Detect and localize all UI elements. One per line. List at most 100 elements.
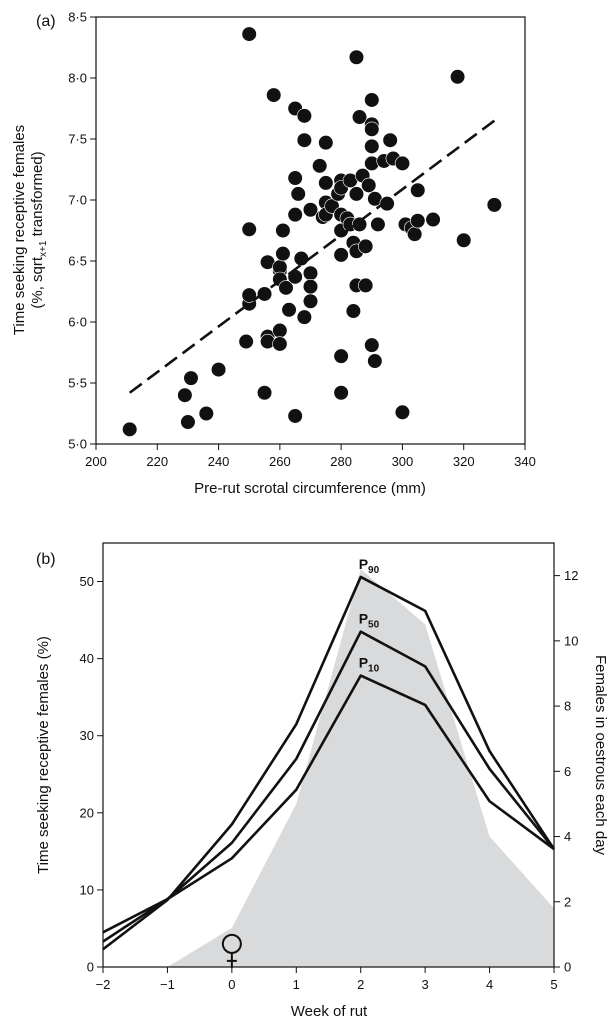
panel-b-y-axis: 0 10 20 30 40 50 bbox=[80, 574, 103, 975]
x-tick-label: 3 bbox=[422, 977, 429, 992]
data-point bbox=[238, 333, 254, 350]
panel-a-y-axis: 5·0 5·5 6·0 6·5 7·0 7·5 8·0 8·5 bbox=[68, 10, 96, 452]
panel-a-x-axis: 200 220 240 260 280 300 320 340 bbox=[85, 444, 536, 469]
y-tick-label: 5·0 bbox=[68, 437, 87, 452]
data-point bbox=[293, 250, 309, 267]
data-point bbox=[210, 361, 227, 378]
data-point bbox=[241, 221, 257, 237]
data-point bbox=[198, 405, 214, 422]
y-tick-label: 30 bbox=[80, 728, 94, 743]
y2-tick-label: 4 bbox=[564, 829, 571, 844]
y-tick-label: 40 bbox=[80, 651, 94, 666]
panel-a-y-label-line2: (%, sqrtx+1 transformed) bbox=[29, 151, 49, 308]
data-point bbox=[278, 280, 294, 296]
data-point bbox=[272, 322, 288, 339]
x-tick-label: 260 bbox=[269, 454, 291, 469]
data-point bbox=[302, 202, 319, 218]
data-point bbox=[351, 216, 368, 232]
x-tick-label: 200 bbox=[85, 454, 107, 469]
panel-a-y-label-line2-end: transformed) bbox=[29, 151, 46, 240]
data-point bbox=[394, 155, 411, 171]
data-point bbox=[287, 207, 303, 223]
data-point bbox=[241, 26, 257, 42]
x-tick-label: 1 bbox=[293, 977, 300, 992]
data-point bbox=[183, 370, 199, 386]
x-tick-label: 300 bbox=[392, 454, 414, 469]
panel-a-points bbox=[122, 26, 502, 437]
series-line-90 bbox=[102, 575, 556, 951]
panel-b-x-label: Week of rut bbox=[291, 1003, 368, 1020]
data-point bbox=[302, 293, 319, 309]
data-point bbox=[296, 132, 312, 148]
series-label-50: P50 bbox=[359, 611, 380, 631]
series-line-50 bbox=[102, 630, 556, 943]
female-symbol bbox=[221, 933, 242, 968]
data-point bbox=[122, 421, 138, 437]
panel-b-y-label: Time seeking receptive females (%) bbox=[35, 636, 52, 874]
trend-line bbox=[128, 119, 496, 394]
panel-b-label: (b) bbox=[36, 551, 56, 568]
data-point bbox=[449, 69, 466, 85]
data-point bbox=[266, 87, 282, 103]
data-point bbox=[256, 286, 273, 302]
data-point bbox=[410, 182, 426, 198]
y-tick-label: 8·0 bbox=[68, 71, 87, 86]
x-tick-label: 280 bbox=[330, 454, 352, 469]
y-tick-label: 5·5 bbox=[68, 376, 87, 391]
y2-tick-label: 8 bbox=[564, 699, 571, 714]
data-point bbox=[333, 348, 349, 364]
y-tick-label: 6·0 bbox=[68, 315, 87, 330]
oestrous-area-fill bbox=[167, 569, 554, 967]
data-point bbox=[382, 132, 398, 148]
y-tick-label: 7·0 bbox=[68, 193, 87, 208]
data-point bbox=[296, 309, 312, 325]
panel-b-y2-label: Females in oestrous each day bbox=[592, 655, 608, 856]
data-point bbox=[407, 226, 423, 242]
data-point bbox=[345, 303, 362, 319]
data-point bbox=[348, 49, 365, 65]
data-point bbox=[379, 196, 395, 212]
x-tick-label: −2 bbox=[96, 977, 111, 992]
panel-b-y2-axis: 0 2 4 6 8 10 12 bbox=[554, 568, 578, 975]
panel-a: (a) 200 220 240 260 280 300 320 340 5·0 5·5 6·0 6·… bbox=[11, 10, 536, 498]
y2-tick-label: 6 bbox=[564, 764, 571, 779]
data-point bbox=[177, 387, 193, 403]
data-point bbox=[394, 404, 411, 420]
data-point bbox=[302, 265, 319, 281]
data-point bbox=[364, 138, 380, 154]
x-tick-label: −1 bbox=[160, 977, 175, 992]
data-point bbox=[333, 385, 349, 401]
series-label-10: P10 bbox=[359, 655, 380, 675]
panel-b-x-axis: −2 −1 0 1 2 3 4 5 bbox=[96, 967, 558, 992]
y2-tick-label: 10 bbox=[564, 633, 578, 648]
data-point bbox=[302, 279, 319, 295]
panel-a-y-label-subscript: x+1 bbox=[38, 240, 49, 257]
series-line-10 bbox=[102, 674, 555, 934]
data-point bbox=[361, 177, 377, 193]
data-point bbox=[287, 170, 303, 186]
data-point bbox=[358, 277, 374, 294]
data-point bbox=[364, 121, 380, 137]
data-point bbox=[275, 246, 291, 262]
y-tick-label: 20 bbox=[80, 805, 94, 820]
oestrous-area bbox=[167, 569, 554, 967]
data-point bbox=[318, 135, 334, 151]
data-point bbox=[370, 216, 386, 232]
x-tick-label: 240 bbox=[208, 454, 230, 469]
x-tick-label: 0 bbox=[228, 977, 235, 992]
data-point bbox=[486, 197, 502, 213]
data-point bbox=[351, 109, 368, 125]
data-point bbox=[348, 186, 365, 202]
panel-a-y-label: Time seeking receptive females (%, sqrtx… bbox=[11, 125, 49, 335]
y2-tick-label: 0 bbox=[564, 960, 571, 975]
x-tick-label: 320 bbox=[453, 454, 475, 469]
y2-tick-label: 12 bbox=[564, 568, 578, 583]
x-tick-label: 2 bbox=[357, 977, 364, 992]
data-point bbox=[456, 232, 472, 248]
data-point bbox=[272, 336, 288, 352]
data-point bbox=[318, 175, 334, 191]
y-tick-label: 7·5 bbox=[68, 132, 87, 147]
x-tick-label: 220 bbox=[146, 454, 168, 469]
data-point bbox=[180, 414, 196, 430]
